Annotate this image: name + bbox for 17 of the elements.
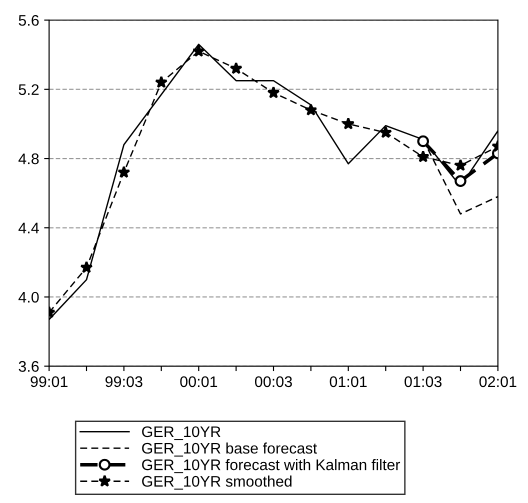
y-tick-label: 4.8 xyxy=(18,153,39,164)
y-tick-label: 3.6 xyxy=(18,361,39,372)
y-tick-label: 4.0 xyxy=(18,292,39,303)
legend-label: GER_10YR smoothed xyxy=(142,476,292,490)
x-tick-label: 99:01 xyxy=(30,376,68,388)
x-tick-label: 01:01 xyxy=(330,376,367,388)
legend-label: GER_10YR xyxy=(142,426,220,440)
x-tick-label: 00:01 xyxy=(180,376,218,388)
y-tick-label: 5.2 xyxy=(18,84,39,96)
y-tick-label: 4.4 xyxy=(18,222,39,234)
x-tick-label: 00:03 xyxy=(254,376,292,388)
x-tick-label: 99:03 xyxy=(106,376,142,388)
x-tick-label: 02:01 xyxy=(479,376,516,388)
y-tick-label: 5.6 xyxy=(18,14,39,26)
x-tick-label: 01:03 xyxy=(404,376,442,388)
legend-label: GER_10YR base forecast xyxy=(142,442,317,457)
legend-label: GER_10YR forecast with Kalman filter xyxy=(142,458,400,474)
